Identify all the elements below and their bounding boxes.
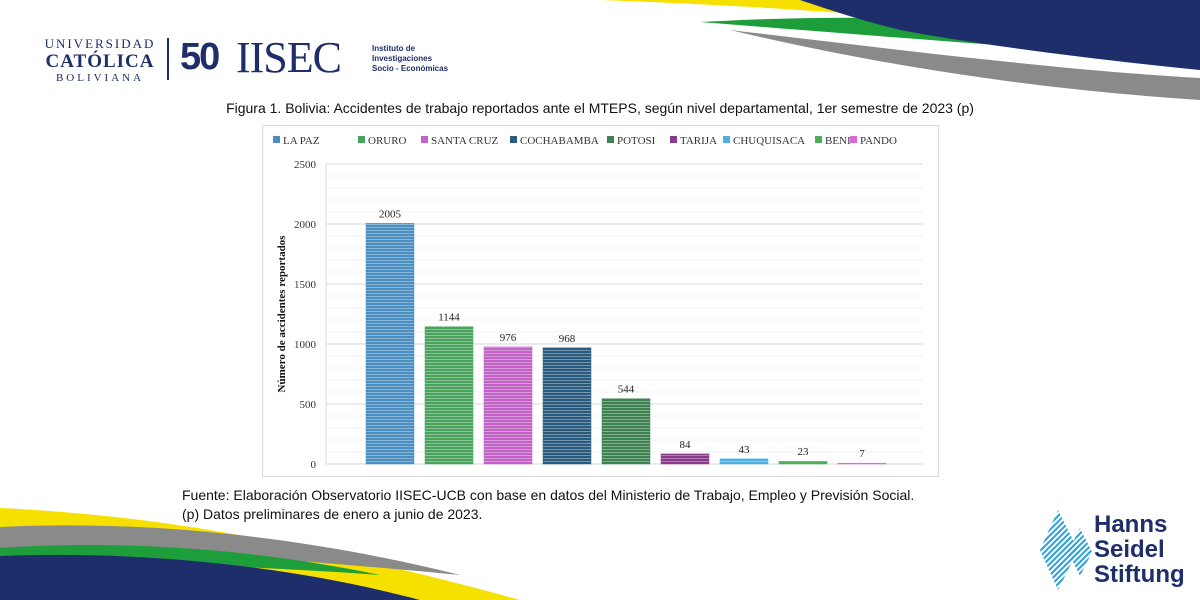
bar-la-paz bbox=[365, 223, 415, 465]
legend-entry: LA PAZ bbox=[283, 135, 320, 147]
data-label: 1144 bbox=[438, 312, 460, 324]
y-tick-label: 500 bbox=[300, 399, 317, 411]
y-tick-label: 1500 bbox=[294, 279, 317, 291]
legend-entry: ORURO bbox=[368, 135, 407, 147]
bar-chart: 0 500 1000 1500 2000 2500 Número de accidentes… bbox=[273, 135, 923, 471]
legend-entry: PANDO bbox=[860, 135, 897, 147]
legend-swatch bbox=[358, 136, 365, 143]
data-label: 23 bbox=[798, 446, 810, 458]
bar-chuquisaca bbox=[719, 458, 769, 465]
legend-swatch bbox=[607, 136, 614, 143]
bar-cochabamba bbox=[542, 347, 592, 465]
legend-swatch bbox=[421, 136, 428, 143]
data-label: 544 bbox=[618, 384, 635, 396]
chart-container: 0 500 1000 1500 2000 2500 Número de accidentes… bbox=[262, 125, 939, 477]
bar-pando bbox=[837, 462, 887, 465]
iisec-inst-line2: Investigaciones bbox=[372, 54, 433, 63]
data-label: 43 bbox=[739, 444, 751, 456]
legend-entry: SANTA CRUZ bbox=[431, 135, 499, 147]
bar-oruro bbox=[424, 326, 474, 465]
legend-entry: TARIJA bbox=[680, 135, 717, 147]
legend-entry: POTOSI bbox=[617, 135, 656, 147]
data-label: 968 bbox=[559, 333, 576, 345]
hss-line1: Hanns bbox=[1094, 511, 1168, 538]
bar-tarija bbox=[660, 453, 710, 465]
bar-potosi bbox=[601, 398, 651, 465]
source-note: Fuente: Elaboración Observatorio IISEC-U… bbox=[182, 486, 914, 524]
y-tick-label: 2000 bbox=[294, 219, 317, 231]
bar-beni bbox=[778, 460, 828, 465]
y-tick-label: 1000 bbox=[294, 339, 317, 351]
legend-entry: COCHABAMBA bbox=[520, 135, 599, 147]
data-label: 7 bbox=[859, 448, 865, 460]
legend-entry: CHUQUISACA bbox=[733, 135, 805, 147]
iisec-inst-line3: Socio - Económicas bbox=[372, 64, 449, 73]
preliminary-note: (p) Datos preliminares de enero a junio … bbox=[182, 506, 483, 522]
y-tick-label: 0 bbox=[311, 459, 317, 471]
legend-swatch bbox=[723, 136, 730, 143]
logo-divider bbox=[167, 38, 169, 80]
data-label: 2005 bbox=[379, 208, 402, 220]
iisec-50-logo: 50 bbox=[180, 36, 220, 78]
iisec-institute-name: Instituto de Investigaciones Socio - Eco… bbox=[372, 44, 448, 74]
iisec-inst-line1: Instituto de bbox=[372, 44, 416, 53]
data-label: 976 bbox=[500, 332, 517, 344]
hss-line2: Seidel bbox=[1094, 536, 1165, 563]
source-line: Fuente: Elaboración Observatorio IISEC-U… bbox=[182, 487, 915, 503]
data-label: 84 bbox=[680, 439, 692, 451]
hss-logo-mark bbox=[1040, 510, 1092, 590]
ucb-logo-line1: UNIVERSIDAD bbox=[44, 36, 156, 51]
bar-santa-cruz bbox=[483, 346, 533, 465]
legend-swatch bbox=[850, 136, 857, 143]
legend-swatch bbox=[670, 136, 677, 143]
legend-swatch bbox=[273, 136, 280, 143]
legend-swatch bbox=[815, 136, 822, 143]
ucb-logo-line2: CATÓLICA bbox=[45, 51, 155, 72]
y-tick-label: 2500 bbox=[294, 159, 317, 171]
hss-logo-text: Hanns Seidel Stiftung bbox=[1094, 512, 1185, 587]
legend-swatch bbox=[510, 136, 517, 143]
figure-title: Figura 1. Bolivia: Accidentes de trabajo… bbox=[226, 100, 974, 116]
ucb-logo-line3: BOLIVIANA bbox=[55, 72, 145, 84]
ucb-logo: UNIVERSIDAD CATÓLICA BOLIVIANA bbox=[40, 36, 160, 84]
hss-line3: Stiftung bbox=[1094, 561, 1185, 588]
y-axis-label: Número de accidentes reportados bbox=[276, 235, 288, 393]
legend-entry: BENI bbox=[825, 135, 851, 147]
iisec-logo: IISEC bbox=[236, 33, 342, 82]
